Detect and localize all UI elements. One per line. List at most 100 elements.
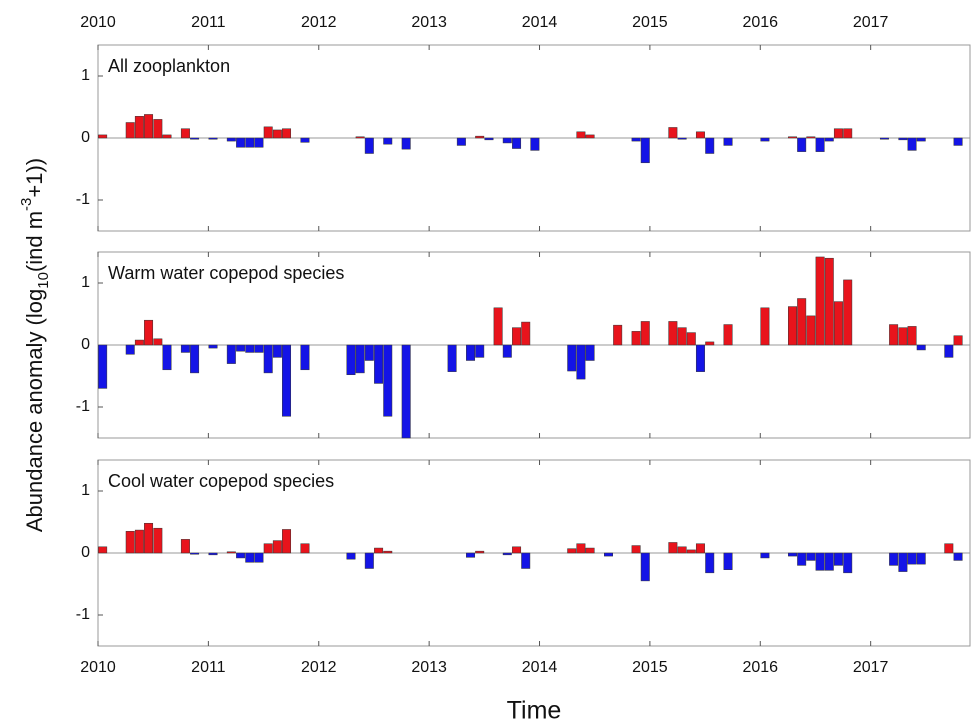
y-axis-label-part: Abundance anomaly (log: [22, 289, 47, 532]
bar: [245, 552, 255, 563]
bar: [512, 137, 522, 149]
bar: [134, 529, 144, 554]
bar: [162, 134, 172, 139]
bar: [521, 321, 531, 346]
bar: [226, 137, 236, 142]
bar: [695, 344, 705, 372]
y-tick-label: 0: [81, 336, 90, 353]
bar: [180, 539, 190, 554]
bar: [907, 137, 917, 151]
bar: [134, 116, 144, 139]
x-tick-label: 2014: [522, 14, 558, 31]
bar: [530, 137, 540, 151]
bar: [502, 137, 512, 144]
bar: [567, 548, 577, 554]
y-tick-label: 0: [81, 544, 90, 561]
bar: [760, 552, 770, 559]
x-tick-label: 2015: [632, 14, 668, 31]
bar: [456, 137, 466, 146]
bar: [300, 344, 310, 371]
bar: [144, 114, 154, 139]
bar: [705, 341, 715, 346]
bar: [236, 552, 246, 559]
bar: [374, 344, 384, 384]
bar: [631, 137, 641, 142]
bar: [180, 344, 190, 353]
bar: [512, 327, 522, 346]
y-tick-label: -1: [76, 191, 90, 208]
y-axis-label-part: +1)): [22, 158, 47, 198]
bar: [677, 327, 687, 346]
bar: [806, 552, 816, 561]
bar: [98, 344, 108, 389]
bar: [576, 344, 586, 380]
bar: [944, 543, 954, 554]
y-axis-label-part: 10: [35, 272, 52, 289]
bar: [879, 137, 889, 140]
bar: [686, 549, 696, 554]
bar: [723, 137, 733, 146]
bar: [686, 332, 696, 346]
bar: [806, 136, 816, 139]
bar: [208, 137, 218, 140]
bar: [953, 137, 963, 146]
y-tick-label: 0: [81, 129, 90, 146]
x-tick-label: 2014: [522, 659, 558, 676]
bar: [502, 552, 512, 556]
bar: [236, 344, 246, 352]
bar: [824, 257, 834, 346]
bar: [889, 552, 899, 566]
bar: [898, 137, 908, 141]
bar: [254, 137, 264, 148]
bar: [512, 546, 522, 554]
x-tick-label: 2012: [301, 14, 337, 31]
bar: [254, 344, 264, 353]
bar: [208, 344, 218, 349]
bar: [364, 137, 374, 154]
bar: [144, 319, 154, 346]
bar: [723, 324, 733, 346]
bar: [815, 137, 825, 152]
bar: [953, 552, 963, 561]
bar: [236, 137, 246, 148]
y-tick-label: -1: [76, 606, 90, 623]
bar: [843, 128, 853, 139]
x-tick-label: 2013: [411, 659, 447, 676]
bar: [364, 344, 374, 361]
bar: [374, 547, 384, 554]
bar: [576, 543, 586, 554]
bar: [613, 324, 623, 346]
bar: [953, 335, 963, 346]
bar: [806, 315, 816, 346]
bar: [843, 552, 853, 574]
bar: [162, 344, 172, 371]
bar: [788, 552, 797, 557]
bar: [815, 256, 825, 346]
bar: [585, 134, 595, 139]
bar: [585, 547, 595, 554]
bar: [245, 344, 255, 353]
bar: [401, 137, 411, 150]
bar: [788, 136, 797, 139]
bar: [282, 128, 292, 139]
bar: [833, 128, 843, 139]
bar: [245, 137, 255, 148]
x-tick-label: 2017: [853, 659, 889, 676]
bar: [824, 137, 834, 142]
bar: [898, 552, 908, 572]
bar: [190, 552, 200, 555]
bar: [576, 131, 586, 139]
x-axis-label: Time: [507, 697, 562, 725]
bar: [282, 344, 292, 417]
bar: [282, 529, 292, 554]
x-tick-label: 2010: [80, 14, 116, 31]
bar: [797, 137, 807, 152]
bar: [383, 137, 393, 145]
bar: [153, 338, 163, 346]
bar: [190, 137, 200, 140]
bar: [585, 344, 595, 361]
bar: [604, 552, 613, 557]
y-tick-label: 1: [81, 482, 90, 499]
panel-title: Cool water copepod species: [108, 471, 334, 491]
